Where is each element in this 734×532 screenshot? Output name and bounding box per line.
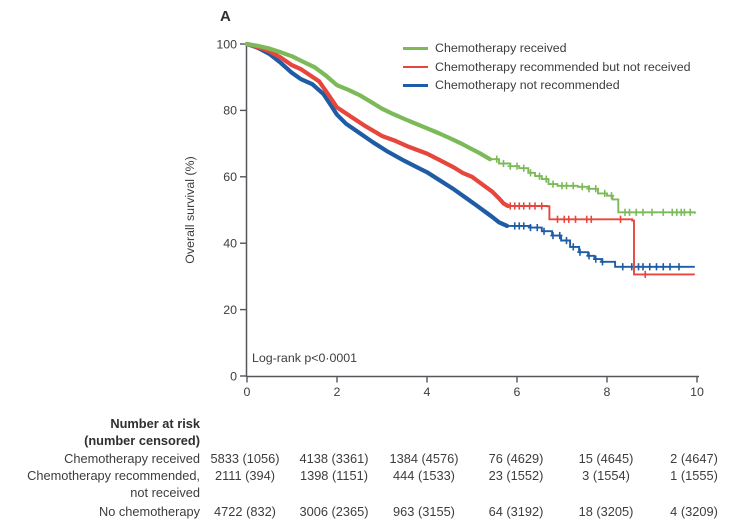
risk-table-header-line1: Number at risk	[110, 416, 200, 431]
risk-cell: 64 (3192)	[488, 504, 544, 519]
risk-cell: 3006 (2365)	[299, 504, 369, 519]
risk-cell: 2111 (394)	[215, 468, 275, 483]
legend-item-recommended-not-received: Chemotherapy recommended but not receive…	[403, 58, 691, 77]
risk-table-header: Number at risk (number censored)	[0, 416, 200, 450]
risk-cell: 444 (1533)	[393, 468, 455, 483]
risk-cell: 18 (3205)	[578, 504, 634, 519]
legend-label: Chemotherapy recommended but not receive…	[435, 59, 691, 74]
series-line-1	[244, 41, 695, 279]
x-tick-label: 10	[690, 385, 704, 399]
risk-table-header-line2: (number censored)	[84, 432, 200, 448]
risk-row-label: Chemotherapy received	[64, 451, 200, 466]
risk-cell: 1398 (1151)	[299, 468, 369, 483]
risk-row-label: No chemotherapy	[98, 504, 200, 519]
risk-cell: 2 (4647)	[670, 451, 718, 466]
y-axis-label: Overall survival (%)	[183, 156, 197, 264]
logrank-annotation: Log-rank p<0·0001	[252, 351, 358, 365]
risk-cell: 4722 (832)	[214, 504, 276, 519]
legend-label: Chemotherapy not recommended	[435, 78, 620, 93]
risk-cell: 3 (1554)	[582, 468, 630, 483]
risk-cell: 15 (4645)	[578, 451, 634, 466]
risk-cell: 1384 (4576)	[389, 451, 459, 466]
risk-cell: 4138 (3361)	[299, 451, 369, 466]
risk-cell: 963 (3155)	[393, 504, 455, 519]
y-tick-label: 100	[216, 37, 237, 51]
x-tick-label: 2	[334, 385, 341, 399]
legend-label: Chemotherapy received	[435, 41, 567, 56]
x-tick-label: 4	[424, 385, 431, 399]
legend-item-not-recommended: Chemotherapy not recommended	[403, 76, 691, 95]
legend-swatch-red	[403, 65, 428, 69]
y-tick-label: 20	[223, 303, 237, 317]
legend-item-received: Chemotherapy received	[403, 39, 691, 58]
panel-label: A	[220, 8, 231, 25]
y-tick-label: 80	[223, 104, 237, 118]
risk-cell: 23 (1552)	[488, 468, 544, 483]
legend: Chemotherapy received Chemotherapy recom…	[403, 39, 691, 95]
y-tick-label: 40	[223, 237, 237, 251]
risk-cell: 76 (4629)	[488, 451, 544, 466]
y-tick-label: 0	[230, 369, 237, 383]
risk-cell: 5833 (1056)	[210, 451, 280, 466]
x-tick-label: 0	[244, 385, 251, 399]
risk-row-label: Chemotherapy recommended, not received	[27, 468, 200, 500]
x-tick-label: 6	[514, 385, 521, 399]
risk-cell: 4 (3209)	[670, 504, 718, 519]
series-line-0	[244, 41, 696, 216]
legend-swatch-blue	[403, 84, 428, 87]
legend-swatch-green	[403, 47, 428, 50]
risk-cell: 1 (1555)	[670, 468, 718, 483]
y-tick-label: 60	[223, 170, 237, 184]
x-tick-label: 8	[604, 385, 611, 399]
